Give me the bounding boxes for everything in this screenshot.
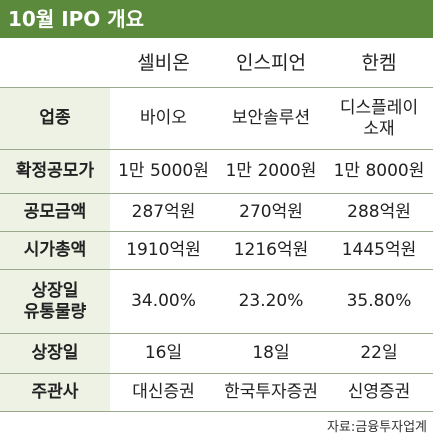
row-label: 상장일 xyxy=(0,334,110,373)
row-label: 확정공모가 xyxy=(0,150,110,193)
table-cell: 288억원 xyxy=(347,202,411,222)
table-row: 공모금액 287억원 270억원 288억원 xyxy=(0,194,433,232)
table-cell: 1445억원 xyxy=(341,240,417,260)
table-row: 주관사 대신증권 한국투자증권 신영증권 xyxy=(0,374,433,412)
column-header: 인스피언 xyxy=(236,52,306,74)
table-cell: 1만 5000원 xyxy=(118,161,209,181)
table-cell: 신영증권 xyxy=(347,382,411,402)
table-cell: 대신증권 xyxy=(132,382,195,402)
table-row: 상장일 유통물량 34.00% 23.20% 35.80% xyxy=(0,270,433,334)
column-header: 셀비온 xyxy=(137,52,190,74)
table-cell: 34.00% xyxy=(131,291,196,311)
table-cell: 287억원 xyxy=(131,202,196,222)
table-row: 업종 바이오 보안솔루션 디스플레이 소재 xyxy=(0,88,433,150)
source: 자료:금융투자업계 xyxy=(326,420,427,435)
corner-cell xyxy=(0,40,110,87)
table-row: 확정공모가 1만 5000원 1만 2000원 1만 8000원 xyxy=(0,150,433,194)
title: 10월 IPO 개요 xyxy=(0,0,433,38)
row-label: 시가총액 xyxy=(0,232,110,269)
column-header: 한켐 xyxy=(361,52,397,74)
table-cell: 1만 2000원 xyxy=(225,161,317,181)
table-cell: 보안솔루션 xyxy=(231,108,311,128)
table-cell: 1만 8000원 xyxy=(333,161,425,181)
row-label: 상장일 유통물량 xyxy=(0,270,110,333)
table-cell: 한국투자증권 xyxy=(224,382,318,402)
table-cell: 디스플레이 소재 xyxy=(339,97,419,139)
table-row: 시가총액 1910억원 1216억원 1445억원 xyxy=(0,232,433,270)
table-cell: 1910억원 xyxy=(126,240,201,260)
table-row: 상장일 16일 18일 22일 xyxy=(0,334,433,374)
table-cell: 바이오 xyxy=(140,108,187,128)
table-cell: 270억원 xyxy=(239,202,303,222)
row-label: 업종 xyxy=(0,88,110,149)
row-label: 공모금액 xyxy=(0,194,110,231)
table-cell: 18일 xyxy=(252,343,290,363)
row-label: 주관사 xyxy=(0,374,110,411)
table-cell: 22일 xyxy=(360,343,398,363)
table-cell: 23.20% xyxy=(238,291,304,311)
table-cell: 16일 xyxy=(144,343,183,363)
table-cell: 1216억원 xyxy=(233,240,309,260)
header-row: 셀비온 인스피언 한켐 xyxy=(0,40,433,88)
table-cell: 35.80% xyxy=(346,291,412,311)
